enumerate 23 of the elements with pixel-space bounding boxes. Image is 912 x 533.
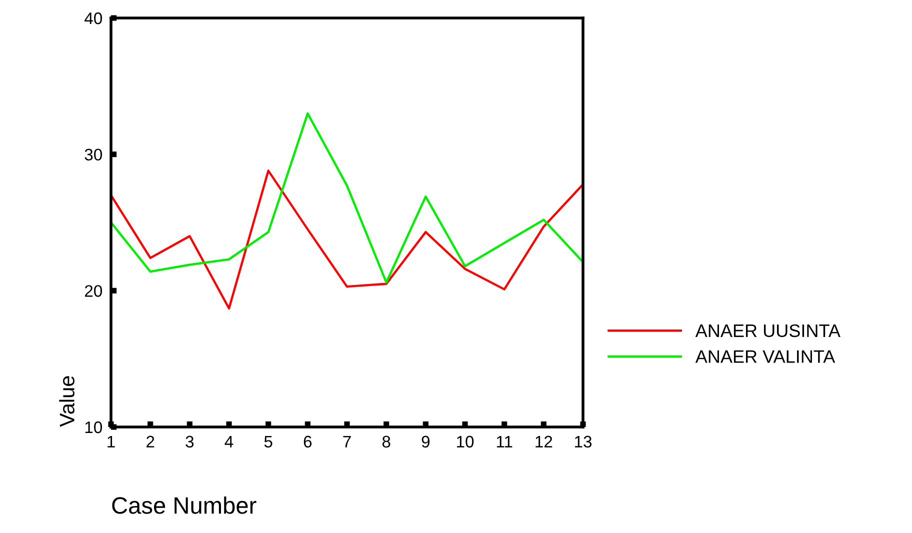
x-tick-label: 5 <box>264 436 272 448</box>
y-tick-label: 20 <box>84 285 102 297</box>
x-tick-label: 13 <box>575 436 592 448</box>
x-tick-label: 2 <box>146 436 154 448</box>
legend-label: ANAER UUSINTA <box>695 324 840 338</box>
x-tick-label: 9 <box>422 436 430 448</box>
y-tick-label: 30 <box>84 148 102 161</box>
line-series <box>111 112 583 284</box>
y-axis-title: Value <box>59 376 74 427</box>
x-tick-label: 8 <box>382 436 390 448</box>
x-tick-label: 7 <box>343 436 351 448</box>
x-axis-title: Case Number <box>112 496 256 514</box>
x-tick-label: 1 <box>108 436 115 448</box>
x-tick-label: 10 <box>457 436 474 448</box>
y-tick-label: 10 <box>85 421 102 434</box>
x-tick-label: 6 <box>304 436 312 448</box>
legend-label: ANAER VALINTA <box>695 350 836 363</box>
line-series <box>111 170 583 310</box>
x-tick-label: 12 <box>536 436 552 448</box>
x-tick-label: 4 <box>224 436 234 448</box>
x-tick-label: 3 <box>186 436 194 448</box>
x-tick-label: 11 <box>496 436 512 448</box>
y-tick-label: 40 <box>84 12 102 24</box>
